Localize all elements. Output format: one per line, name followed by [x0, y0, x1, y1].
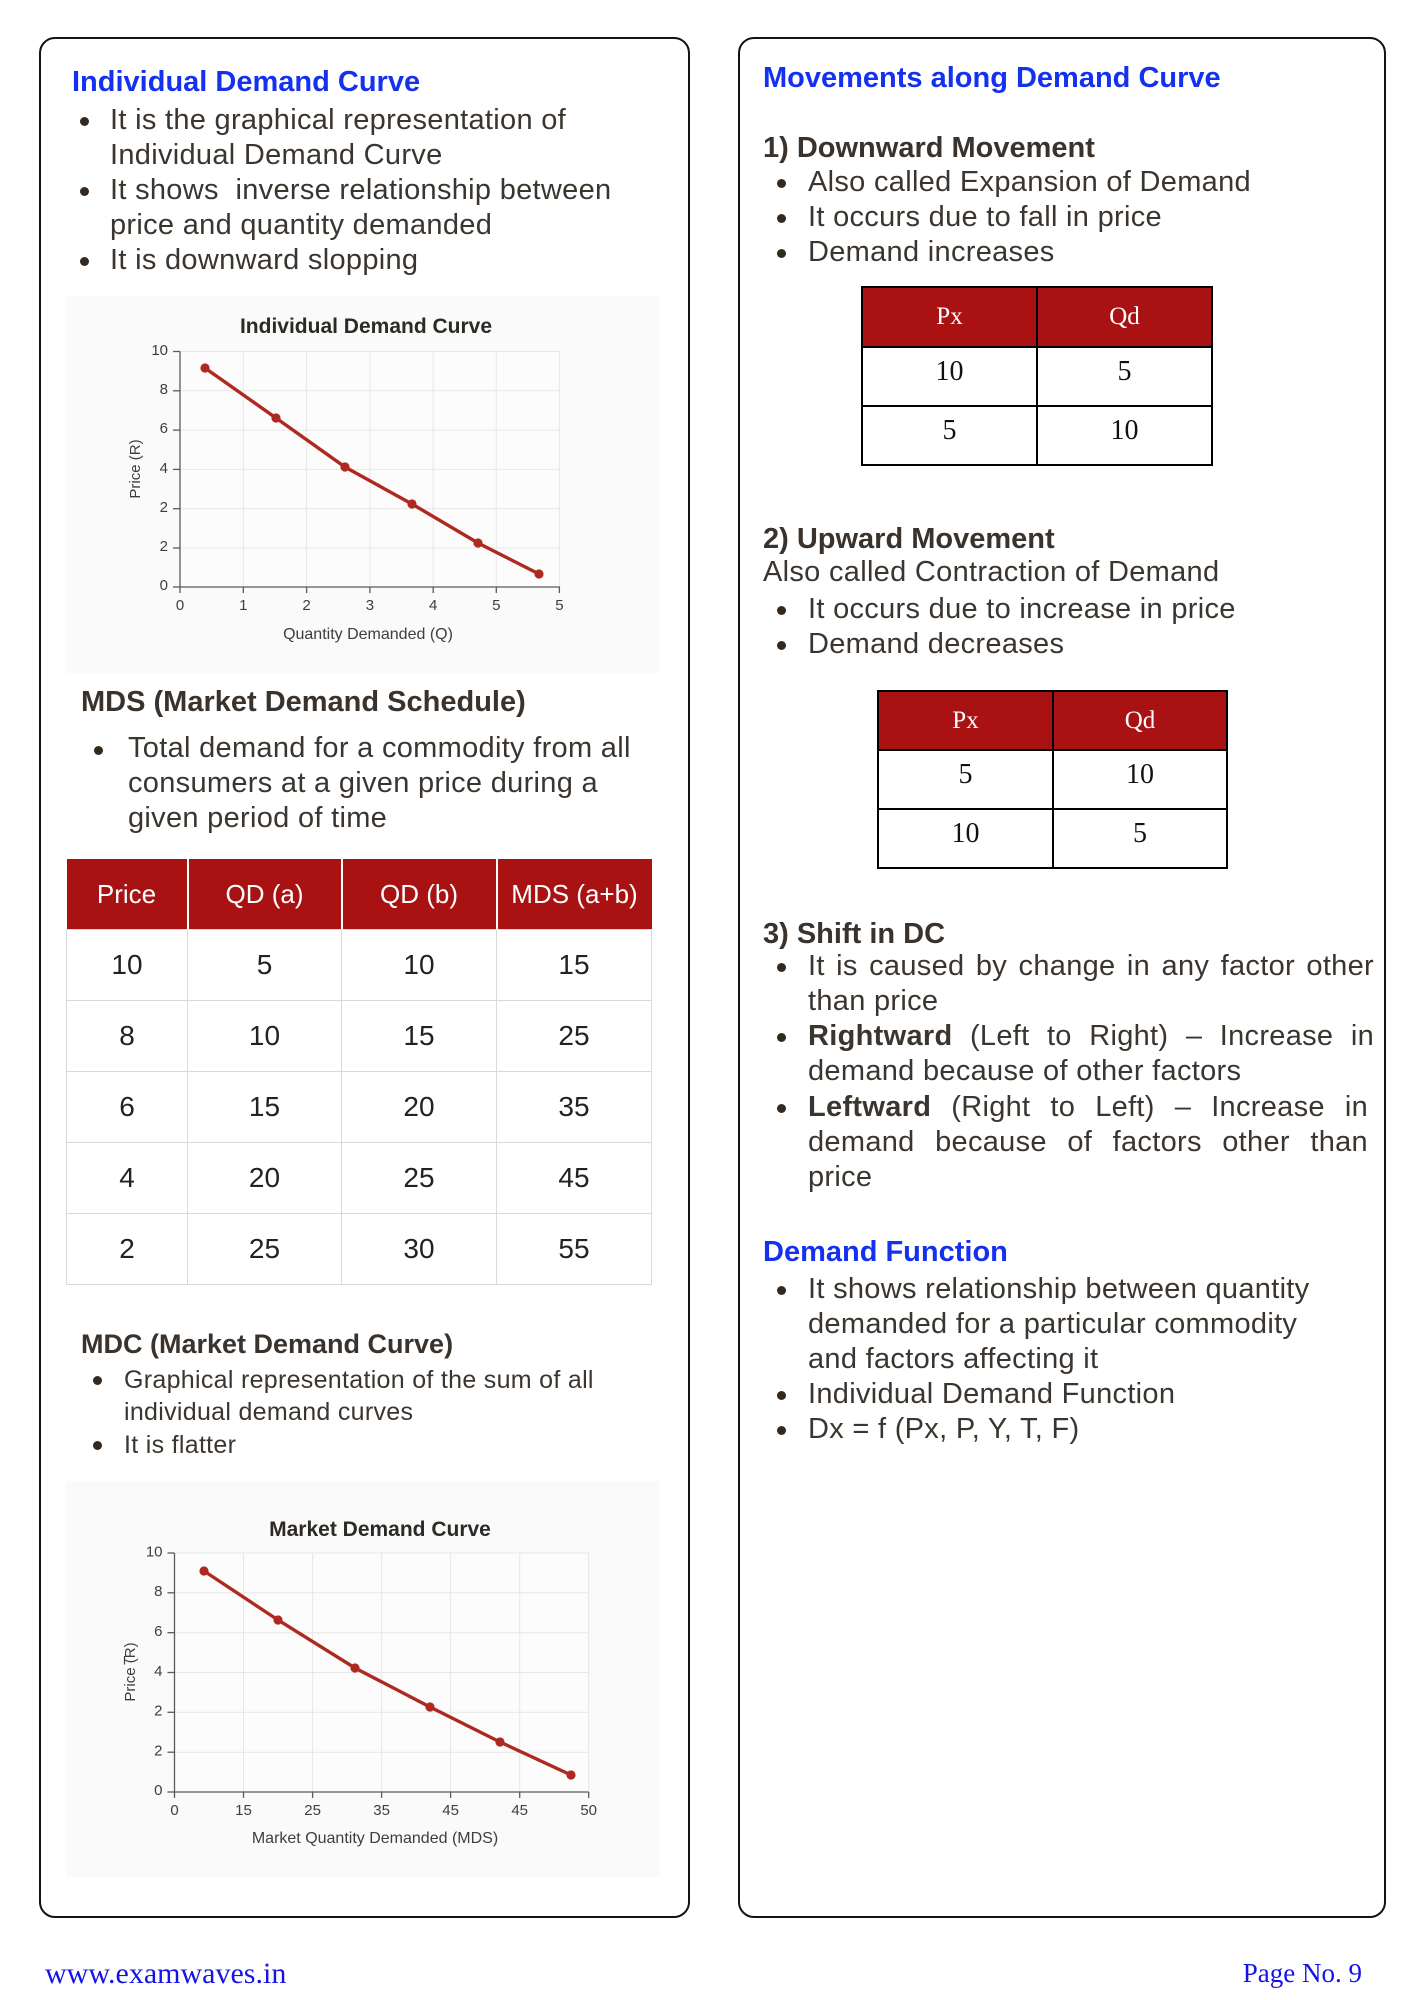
svg-text:2: 2: [160, 538, 168, 555]
svg-text:0: 0: [154, 1782, 162, 1799]
svg-text:6: 6: [160, 420, 168, 437]
svg-text:45: 45: [511, 1802, 528, 1819]
svg-text:15: 15: [235, 1802, 252, 1819]
svg-text:4: 4: [160, 460, 168, 477]
svg-text:2: 2: [302, 597, 310, 614]
svg-text:Price (R): Price (R): [122, 1642, 139, 1701]
svg-text:8: 8: [160, 381, 168, 398]
svg-text:1: 1: [239, 597, 247, 614]
svg-text:6: 6: [154, 1623, 162, 1640]
svg-text:8: 8: [154, 1583, 162, 1600]
svg-text:3: 3: [366, 597, 374, 614]
svg-text:45: 45: [442, 1802, 459, 1819]
svg-text:Market Demand Curve: Market Demand Curve: [269, 1518, 491, 1541]
svg-text:10: 10: [151, 342, 168, 359]
svg-text:Quantity Demanded (Q): Quantity Demanded (Q): [283, 626, 453, 643]
svg-text:Individual Demand Curve: Individual Demand Curve: [240, 315, 492, 338]
svg-text:2: 2: [160, 499, 168, 516]
svg-text:4: 4: [429, 597, 437, 614]
svg-text:Price (R): Price (R): [127, 439, 144, 498]
svg-text:0: 0: [170, 1802, 178, 1819]
svg-text:0: 0: [160, 577, 168, 594]
svg-text:25: 25: [304, 1802, 321, 1819]
svg-text:50: 50: [580, 1802, 597, 1819]
svg-text:10: 10: [146, 1544, 163, 1561]
svg-text:0: 0: [176, 597, 184, 614]
svg-text:4: 4: [154, 1663, 162, 1680]
svg-text:Market Quantity Demanded (MDS): Market Quantity Demanded (MDS): [252, 1830, 498, 1847]
svg-text:5: 5: [555, 597, 563, 614]
svg-text:5: 5: [492, 597, 500, 614]
svg-text:35: 35: [373, 1802, 390, 1819]
svg-text:2: 2: [154, 1703, 162, 1720]
svg-text:2: 2: [154, 1743, 162, 1760]
